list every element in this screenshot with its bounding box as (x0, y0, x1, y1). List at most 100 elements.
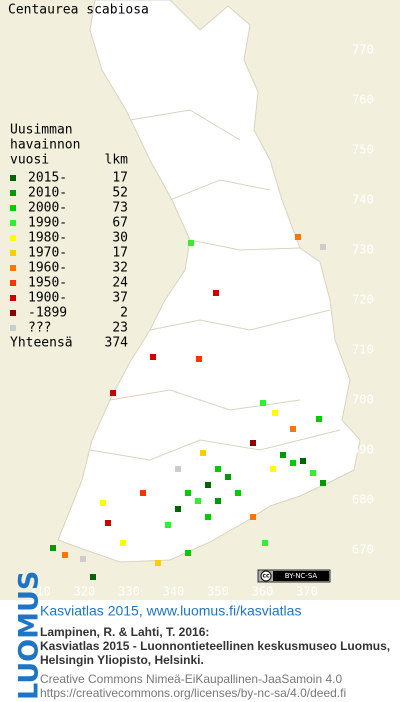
observation-square (270, 466, 276, 472)
finland-outline (57, 0, 361, 563)
observation-square (100, 500, 106, 506)
legend-count: 67 (112, 216, 128, 231)
legend-swatch (10, 220, 16, 226)
observation-square (185, 490, 191, 496)
observation-square (272, 410, 278, 416)
legend-swatch (10, 265, 16, 271)
x-coordinate-label: 340 (163, 585, 185, 599)
legend-label: 1950- (28, 276, 67, 291)
grid-ticks: 670 680 690 700 710 720 730 740 750 760 770 310 320 3… (29, 43, 374, 599)
observation-square (155, 560, 161, 566)
logo: LUOMUS (14, 571, 45, 700)
cc-icon (260, 570, 272, 582)
citation: Kasviatlas 2015 - Luonnontieteellinen ke… (40, 639, 390, 653)
citation: Helsingin Yliopisto, Helsinki. (40, 653, 204, 667)
observation-square (250, 440, 256, 446)
legend-total-label: Yhteensä (10, 336, 73, 351)
y-coordinate-label: 740 (352, 193, 374, 207)
observation-square (235, 490, 241, 496)
legend-count: 52 (112, 186, 128, 201)
legend-count: 24 (112, 276, 128, 291)
license-text: Creative Commons Nimeä-EiKaupallinen-Jaa… (40, 672, 342, 686)
legend-label: 1990- (28, 216, 67, 231)
y-coordinate-label: 770 (352, 43, 374, 57)
observation-square (185, 550, 191, 556)
y-coordinate-label: 670 (352, 543, 374, 557)
x-coordinate-label: 370 (296, 585, 318, 599)
observation-square (50, 545, 56, 551)
observation-square (320, 480, 326, 486)
legend-swatch (10, 295, 16, 301)
legend-count: 23 (112, 321, 128, 336)
observation-square (200, 450, 206, 456)
legend-swatch (10, 205, 16, 211)
y-coordinate-label: 680 (352, 493, 374, 507)
legend-total: 374 (105, 336, 129, 351)
observation-square (320, 244, 326, 250)
x-coordinate-label: 360 (252, 585, 274, 599)
y-coordinate-label: 730 (352, 243, 374, 257)
observation-square (175, 466, 181, 472)
legend-header: vuosi (10, 153, 49, 168)
observation-square (250, 514, 256, 520)
y-coordinate-label: 760 (352, 93, 374, 107)
legend-swatch (10, 235, 16, 241)
legend-count: 37 (112, 291, 128, 306)
observation-square (90, 574, 96, 580)
footer-heading: Kasviatlas 2015, www.luomus.fi/kasviatla… (40, 603, 301, 619)
legend-count: 17 (112, 246, 128, 261)
legend-label: -1899 (28, 306, 67, 321)
observation-square (215, 498, 221, 504)
legend-label: ??? (28, 321, 51, 336)
y-coordinate-label: 720 (352, 293, 374, 307)
y-coordinate-label: 700 (352, 393, 374, 407)
legend: Uusimman havainnon vuosi lkm Yhteensä 37… (10, 123, 128, 351)
observation-square (260, 400, 266, 406)
legend-count: 30 (112, 231, 128, 246)
cc-text: cc (262, 573, 270, 580)
license-badge: cc BY-NC-SA (257, 569, 331, 583)
observation-square (225, 474, 231, 480)
y-coordinate-label: 710 (352, 343, 374, 357)
legend-label: 2015- (28, 171, 67, 186)
legend-count-header: lkm (105, 153, 129, 168)
observation-square (120, 540, 126, 546)
observation-square (140, 490, 146, 496)
observation-square (290, 460, 296, 466)
legend-swatch (10, 175, 16, 181)
legend-count: 17 (112, 171, 128, 186)
legend-label: 1980- (28, 231, 67, 246)
observation-square (105, 520, 111, 526)
legend-header: havainnon (10, 138, 80, 153)
legend-label: 1970- (28, 246, 67, 261)
observation-square (196, 356, 202, 362)
legend-label: 1900- (28, 291, 67, 306)
legend-count: 2 (120, 306, 128, 321)
license-text: https://creativecommons.org/licenses/by-… (40, 686, 346, 700)
observation-square (175, 506, 181, 512)
observation-square (205, 514, 211, 520)
legend-label: 2010- (28, 186, 67, 201)
observation-square (165, 522, 171, 528)
legend-swatch (10, 280, 16, 286)
observation-square (310, 470, 316, 476)
x-coordinate-label: 350 (207, 585, 229, 599)
x-coordinate-label: 320 (74, 585, 96, 599)
legend-count: 73 (112, 201, 128, 216)
observation-square (280, 452, 286, 458)
observation-square (215, 466, 221, 472)
observation-square (295, 234, 301, 240)
observation-square (110, 390, 116, 396)
y-coordinate-label: 750 (352, 143, 374, 157)
observation-square (195, 498, 201, 504)
observation-square (188, 240, 194, 246)
observation-square (290, 426, 296, 432)
legend-swatch (10, 190, 16, 196)
observation-square (316, 416, 322, 422)
legend-count: 32 (112, 261, 128, 276)
observation-square (205, 482, 211, 488)
legend-label: 2000- (28, 201, 67, 216)
x-coordinate-label: 310 (29, 585, 51, 599)
observation-square (213, 290, 219, 296)
